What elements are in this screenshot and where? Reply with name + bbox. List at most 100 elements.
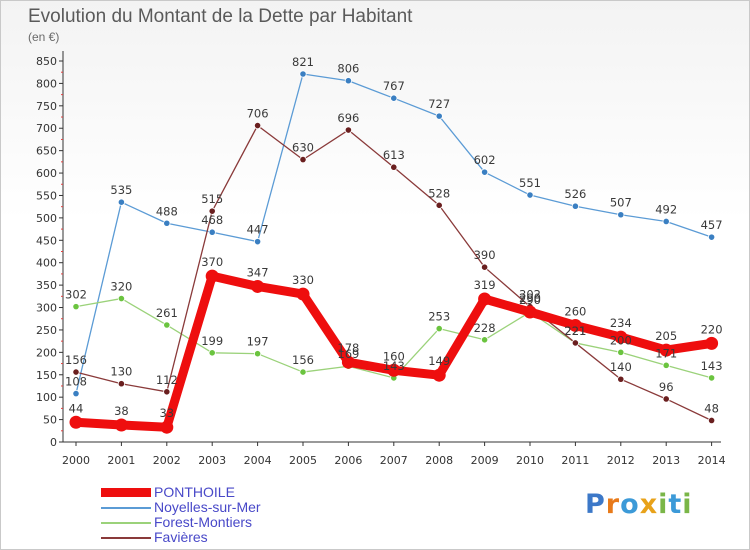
data-label-favi-res: 140 — [610, 360, 632, 374]
line-chart: 0 50 100 150 200 250 300 350 400 450 500 550 600 650 7… — [36, 51, 726, 467]
data-point-ponthoile — [478, 292, 492, 306]
data-label-forest-montiers: 199 — [201, 334, 223, 348]
data-point-noyelles-sur-mer — [163, 219, 171, 227]
data-label-noyelles-sur-mer: 108 — [65, 375, 87, 389]
x-tick-label: 2011 — [561, 454, 589, 467]
data-point-favi-res — [163, 388, 171, 396]
data-point-ponthoile — [341, 355, 355, 369]
data-label-noyelles-sur-mer: 551 — [519, 176, 541, 190]
y-tick-label: 100 — [36, 391, 57, 404]
logo-letter: i — [658, 489, 669, 520]
data-point-noyelles-sur-mer — [435, 112, 443, 120]
data-point-favi-res — [390, 163, 398, 171]
y-tick-label: 850 — [36, 55, 57, 68]
data-point-ponthoile — [568, 318, 582, 332]
data-label-ponthoile: 347 — [247, 265, 269, 279]
data-point-favi-res — [208, 207, 216, 215]
x-tick-label: 2001 — [107, 454, 135, 467]
data-point-ponthoile — [296, 287, 310, 301]
data-point-ponthoile — [114, 418, 128, 432]
data-point-forest-montiers — [480, 336, 489, 344]
data-point-favi-res — [344, 126, 352, 134]
x-tick-label: 2004 — [244, 454, 272, 467]
data-label-ponthoile: 370 — [201, 255, 223, 269]
data-label-ponthoile: 220 — [701, 322, 723, 336]
x-tick-label: 2003 — [198, 454, 226, 467]
x-tick-label: 2002 — [153, 454, 181, 467]
data-point-forest-montiers — [662, 361, 670, 369]
data-point-forest-montiers — [117, 294, 126, 303]
data-label-noyelles-sur-mer: 821 — [292, 55, 314, 69]
x-tick-label: 2007 — [380, 454, 408, 467]
data-point-ponthoile — [387, 363, 401, 377]
legend-swatch — [101, 507, 151, 509]
data-label-forest-montiers: 156 — [292, 353, 314, 367]
data-label-forest-montiers: 200 — [610, 333, 632, 347]
logo-letter: o — [620, 489, 640, 520]
data-point-ponthoile — [432, 368, 446, 382]
chart-unit: (en €) — [28, 30, 60, 44]
y-tick-label: 350 — [36, 279, 57, 292]
x-tick-label: 2009 — [471, 454, 499, 467]
legend-label: Noyelles-sur-Mer — [154, 499, 261, 515]
data-label-favi-res: 302 — [519, 288, 541, 302]
data-label-favi-res: 390 — [474, 248, 496, 262]
data-point-forest-montiers — [208, 349, 216, 357]
data-label-forest-montiers: 197 — [247, 335, 269, 349]
x-tick-label: 2014 — [698, 454, 726, 467]
data-point-noyelles-sur-mer — [707, 233, 716, 241]
y-tick-label: 700 — [36, 122, 57, 135]
data-label-ponthoile: 205 — [655, 329, 677, 343]
data-point-noyelles-sur-mer — [617, 211, 625, 219]
data-point-forest-montiers — [299, 368, 307, 376]
data-label-favi-res: 515 — [201, 192, 223, 206]
data-point-ponthoile — [160, 420, 174, 434]
legend-label: Favières — [154, 529, 208, 545]
data-label-noyelles-sur-mer: 488 — [156, 204, 178, 218]
x-tick-label: 2006 — [334, 454, 362, 467]
data-point-ponthoile — [659, 343, 673, 357]
data-point-favi-res — [254, 121, 262, 130]
data-label-ponthoile: 149 — [428, 354, 450, 368]
data-point-forest-montiers — [254, 350, 262, 358]
logo-letter: P — [585, 489, 606, 520]
proxiti-logo: Proxiti — [585, 489, 693, 520]
data-point-favi-res — [662, 395, 670, 403]
data-point-favi-res — [707, 416, 716, 425]
data-label-noyelles-sur-mer: 806 — [337, 62, 359, 76]
data-label-noyelles-sur-mer: 468 — [201, 213, 223, 227]
data-point-noyelles-sur-mer — [299, 70, 307, 78]
data-label-forest-montiers: 302 — [65, 288, 87, 302]
data-point-forest-montiers — [707, 374, 716, 382]
data-point-favi-res — [617, 375, 625, 383]
data-point-forest-montiers — [617, 348, 625, 356]
data-point-ponthoile — [523, 305, 537, 319]
y-tick-label: 650 — [36, 145, 57, 158]
logo-letter: i — [682, 489, 693, 520]
y-tick-label: 150 — [36, 369, 57, 382]
data-label-ponthoile: 160 — [383, 349, 405, 363]
logo-letter: r — [605, 489, 621, 520]
data-label-favi-res: 48 — [704, 401, 719, 415]
x-tick-label: 2013 — [652, 454, 680, 467]
data-label-noyelles-sur-mer: 727 — [428, 97, 450, 111]
data-label-favi-res: 156 — [65, 353, 87, 367]
data-label-ponthoile: 33 — [159, 406, 174, 420]
data-label-forest-montiers: 228 — [474, 321, 496, 335]
y-tick-label: 250 — [36, 324, 57, 337]
data-label-forest-montiers: 290 — [519, 293, 541, 307]
data-point-noyelles-sur-mer — [390, 94, 398, 102]
data-point-ponthoile — [69, 415, 83, 429]
data-label-favi-res: 221 — [564, 324, 586, 338]
data-point-favi-res — [72, 368, 80, 376]
data-point-favi-res — [480, 263, 489, 271]
data-point-noyelles-sur-mer — [344, 77, 352, 85]
data-label-noyelles-sur-mer: 767 — [383, 79, 405, 93]
data-label-ponthoile: 178 — [337, 341, 359, 355]
data-label-favi-res: 696 — [337, 111, 359, 125]
data-point-forest-montiers — [435, 324, 443, 333]
data-point-ponthoile — [205, 269, 219, 283]
data-label-ponthoile: 260 — [564, 304, 586, 318]
data-point-noyelles-sur-mer — [72, 389, 80, 398]
data-label-noyelles-sur-mer: 457 — [701, 218, 723, 232]
